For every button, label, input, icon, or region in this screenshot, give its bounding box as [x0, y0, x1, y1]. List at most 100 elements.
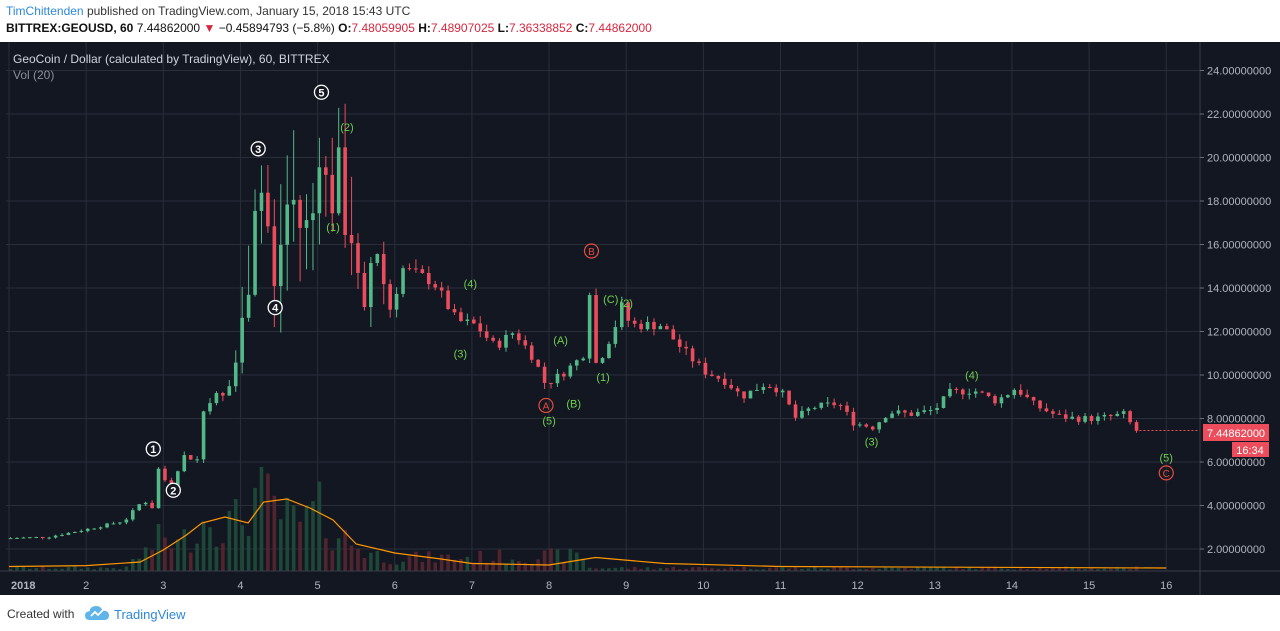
volume-bar [1134, 566, 1139, 571]
volume-bar [729, 567, 733, 571]
volume-bar [40, 566, 45, 571]
volume-bar [600, 568, 605, 571]
volume-bar [137, 558, 142, 571]
volume-bar [742, 566, 746, 571]
volume-pane [8, 466, 1167, 571]
candle-body [208, 403, 212, 412]
candle-body [806, 408, 811, 411]
volume-bar [388, 564, 392, 571]
candle-body [1096, 416, 1100, 422]
candle-body [79, 531, 84, 533]
volume-bar [999, 568, 1004, 571]
volume-bar [774, 567, 779, 571]
candle-body [369, 262, 373, 308]
volume-bar [240, 525, 244, 571]
candle-body [240, 317, 244, 363]
chart-area[interactable]: 1 2 3 4 5 (2) (1) (4) (3) (A) (B) (5) (1) (C) (2) (3) (4… [0, 42, 1280, 595]
wave-label: (5) [542, 416, 555, 428]
candle-body [986, 392, 991, 397]
volume-bar [1096, 569, 1100, 571]
wave-label: (3) [865, 436, 878, 448]
wave-label: 2 [165, 482, 181, 498]
y-tick-label: 14.00000000 [1207, 283, 1271, 295]
candle-body [414, 268, 418, 270]
volume-bar [1031, 569, 1036, 571]
volume-bar [658, 568, 663, 571]
volume-bar [15, 566, 19, 571]
volume-bar [1083, 569, 1087, 571]
volume-bar [542, 550, 547, 571]
candle-body [201, 411, 206, 460]
wave-text: (4) [965, 370, 978, 382]
candle-body [47, 537, 51, 539]
wave-label: (3) [454, 348, 467, 360]
wave-circle [583, 243, 600, 259]
candle-body [825, 402, 830, 404]
candle-body [143, 502, 148, 505]
candle-body [607, 343, 611, 359]
volume-bar [954, 566, 959, 571]
candle-body [851, 411, 856, 426]
candle-body [446, 290, 450, 309]
x-tick-label: 8 [546, 580, 552, 592]
volume-bar [755, 569, 759, 571]
wave-circle [145, 441, 161, 457]
x-tick-label: 13 [929, 580, 941, 592]
candle-body [15, 538, 19, 540]
volume-bar [1038, 567, 1042, 571]
volume-bar [858, 569, 862, 571]
candle-body [420, 269, 425, 274]
candle-body [1083, 415, 1087, 422]
volume-bar [864, 569, 869, 571]
x-tick-label: 7 [469, 580, 475, 592]
volume-bar [324, 538, 328, 571]
volume-bar [780, 567, 785, 571]
publisher-link[interactable]: TimChittenden [6, 4, 84, 18]
candle-body [742, 391, 746, 399]
candle-body [665, 326, 669, 330]
open-value: 7.48059905 [351, 21, 415, 35]
candle-body [298, 199, 302, 228]
volume-bar [1012, 569, 1017, 571]
volume-bar [1051, 567, 1055, 571]
x-tick-label: 3 [160, 580, 166, 592]
down-arrow-icon: ▼ [203, 21, 216, 35]
candle-body [710, 374, 714, 377]
candle-body [349, 234, 354, 244]
candle-body [356, 243, 360, 273]
x-tick-label: 14 [1006, 580, 1018, 592]
candle-body [118, 522, 122, 524]
tradingview-brand-link[interactable]: TradingView [114, 607, 186, 622]
wave-label: (4) [965, 370, 978, 382]
candle-body [381, 254, 386, 285]
volume-bar [66, 567, 71, 571]
candle-body [800, 410, 804, 418]
volume-bar [34, 567, 39, 571]
candle-body [652, 321, 656, 330]
volume-bar [555, 549, 560, 571]
volume-bar [433, 562, 438, 571]
candle-body [324, 167, 328, 175]
volume-bar [195, 543, 199, 571]
candle-body [478, 323, 483, 332]
volume-bar [311, 501, 315, 571]
wave-circle [267, 299, 283, 316]
axes: 2.00000000 4.00000000 6.00000000 8.00000000… [0, 42, 1280, 595]
candle-body [961, 389, 965, 395]
y-tick-label: 12.00000000 [1207, 327, 1271, 339]
volume-bar [330, 550, 335, 571]
high-value: 7.48907025 [430, 21, 495, 35]
candle-body [156, 468, 161, 509]
candle-body [684, 346, 688, 349]
volume-bar [484, 563, 489, 571]
candle-body [999, 397, 1004, 404]
candle-body [517, 333, 521, 341]
low-value: 7.36338852 [508, 21, 573, 35]
volume-bar [825, 568, 830, 571]
candle-body [626, 302, 631, 321]
volume-bar [574, 552, 579, 571]
wave-text: 4 [272, 303, 279, 315]
candle-body [703, 362, 708, 375]
footer: Created with TradingView [0, 596, 1280, 631]
